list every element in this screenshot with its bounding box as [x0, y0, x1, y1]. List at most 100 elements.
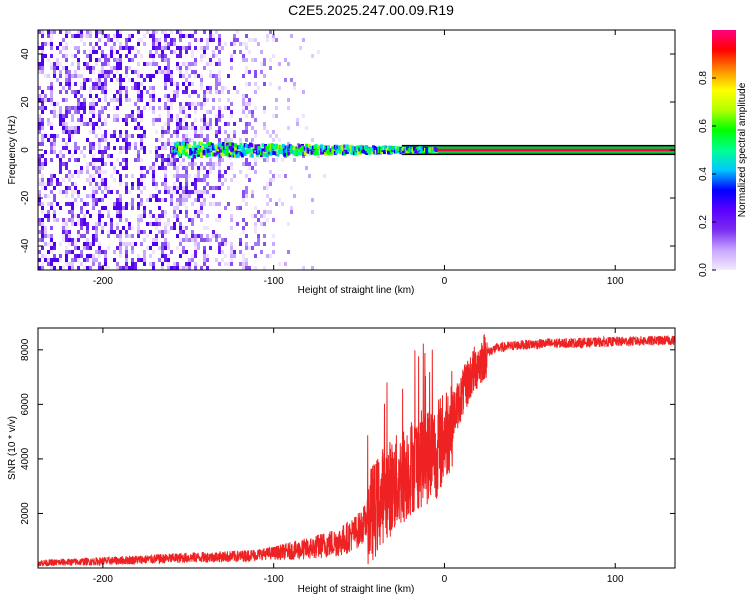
spectrogram-noise-cell — [68, 86, 71, 90]
spectrogram-noise-cell — [104, 78, 107, 82]
spectrogram-noise-cell — [110, 230, 113, 234]
spectrogram-noise-cell — [128, 46, 131, 50]
spectrogram-noise-cell — [98, 58, 101, 62]
spectrogram-noise-cell — [167, 118, 170, 122]
spectrogram-noise-cell — [107, 186, 110, 190]
spectrogram-noise-cell — [302, 266, 305, 270]
spectrogram-noise-cell — [86, 166, 89, 170]
spectrogram-signal-cell — [191, 145, 195, 150]
spectrogram-noise-cell — [101, 86, 104, 90]
spectrogram-noise-cell — [107, 54, 110, 58]
spectrogram-noise-cell — [269, 134, 272, 138]
spectrogram-noise-cell — [167, 154, 170, 158]
spectrogram-noise-cell — [161, 230, 164, 234]
spectrogram-noise-cell — [188, 138, 191, 142]
spectrogram-noise-cell — [194, 90, 197, 94]
spectrogram-noise-cell — [125, 174, 128, 178]
spectrogram-signal-cell — [184, 149, 188, 154]
spectrogram-noise-cell — [311, 210, 314, 214]
spectrogram-noise-cell — [185, 78, 188, 82]
spectrogram-noise-cell — [104, 206, 107, 210]
spectrogram-noise-cell — [119, 102, 122, 106]
spectrogram-signal-cell — [176, 150, 180, 155]
spectrogram-noise-cell — [161, 54, 164, 58]
spectrogram-noise-cell — [218, 34, 221, 38]
spectrogram-noise-cell — [176, 178, 179, 182]
spectrogram-noise-cell — [179, 210, 182, 214]
spectrogram-noise-cell — [89, 130, 92, 134]
spectrogram-noise-cell — [101, 122, 104, 126]
spectrogram-noise-cell — [170, 194, 173, 198]
spectrogram-noise-cell — [119, 206, 122, 210]
spectrogram-noise-cell — [161, 142, 164, 146]
spectrogram-noise-cell — [158, 214, 161, 218]
spectrogram-noise-cell — [155, 238, 158, 242]
spectrogram-noise-cell — [203, 98, 206, 102]
spectrogram-noise-cell — [236, 90, 239, 94]
spectrogram-noise-cell — [215, 82, 218, 86]
spectrogram-noise-cell — [50, 202, 53, 206]
spectrogram-noise-cell — [92, 238, 95, 242]
spectrogram-noise-cell — [263, 62, 266, 66]
spectrogram-noise-cell — [101, 150, 104, 154]
spectrogram-noise-cell — [101, 182, 104, 186]
spectrogram-noise-cell — [317, 50, 320, 54]
spectrogram-noise-cell — [74, 254, 77, 258]
spectrogram-noise-cell — [164, 242, 167, 246]
spectrogram-noise-cell — [176, 170, 179, 174]
spectrogram-noise-cell — [173, 90, 176, 94]
spectrogram-noise-cell — [38, 258, 41, 262]
spectrogram-signal-cell — [187, 154, 191, 159]
spectrogram-noise-cell — [242, 258, 245, 262]
spectrogram-noise-cell — [164, 214, 167, 218]
spectrogram-noise-cell — [152, 170, 155, 174]
spectrogram-noise-cell — [215, 74, 218, 78]
spectrogram-noise-cell — [116, 198, 119, 202]
spectrogram-noise-cell — [65, 54, 68, 58]
spectrogram-noise-cell — [98, 70, 101, 74]
spectrogram-noise-cell — [59, 42, 62, 46]
spectrogram-noise-cell — [200, 206, 203, 210]
spectrogram-noise-cell — [74, 242, 77, 246]
spectrogram-noise-cell — [188, 66, 191, 70]
spectrogram-noise-cell — [146, 234, 149, 238]
spectrogram-noise-cell — [62, 118, 65, 122]
spectrogram-noise-cell — [272, 138, 275, 142]
spectrogram-noise-cell — [65, 258, 68, 262]
spectrogram-noise-cell — [41, 174, 44, 178]
spectrogram-noise-cell — [200, 218, 203, 222]
spectrogram-noise-cell — [89, 50, 92, 54]
spectrogram-noise-cell — [53, 62, 56, 66]
snr-y-axis-label: SNR (10 * v/v) — [7, 416, 18, 480]
spectrogram-noise-cell — [191, 162, 194, 166]
spectrogram-noise-cell — [233, 134, 236, 138]
spectrogram-noise-cell — [254, 206, 257, 210]
spectrogram-noise-cell — [53, 134, 56, 138]
spectrogram-noise-cell — [164, 122, 167, 126]
spectrogram-noise-cell — [218, 166, 221, 170]
spectrogram-signal-cell — [320, 144, 324, 149]
spectrogram-noise-cell — [74, 238, 77, 242]
spectrogram-noise-cell — [143, 262, 146, 266]
spectrogram-noise-cell — [116, 114, 119, 118]
spectrogram-noise-cell — [200, 86, 203, 90]
spectrogram-signal-cell — [425, 149, 429, 154]
spectrogram-noise-cell — [221, 114, 224, 118]
spectrogram-noise-cell — [224, 122, 227, 126]
spectrogram-noise-cell — [290, 206, 293, 210]
spectrogram-noise-cell — [71, 114, 74, 118]
spectrogram-noise-cell — [287, 106, 290, 110]
spectrogram-noise-cell — [119, 242, 122, 246]
spectrogram-noise-cell — [191, 230, 194, 234]
spectrogram-noise-cell — [176, 114, 179, 118]
spectrogram-noise-cell — [155, 146, 158, 150]
spectrogram-noise-cell — [260, 62, 263, 66]
spectrogram-noise-cell — [218, 62, 221, 66]
spectrogram-noise-cell — [197, 198, 200, 202]
spectrogram-noise-cell — [116, 62, 119, 66]
spectrogram-noise-cell — [59, 154, 62, 158]
spectrogram-noise-cell — [65, 82, 68, 86]
spectrogram-noise-cell — [56, 102, 59, 106]
spectrogram-noise-cell — [167, 162, 170, 166]
spectrogram-noise-cell — [53, 142, 56, 146]
